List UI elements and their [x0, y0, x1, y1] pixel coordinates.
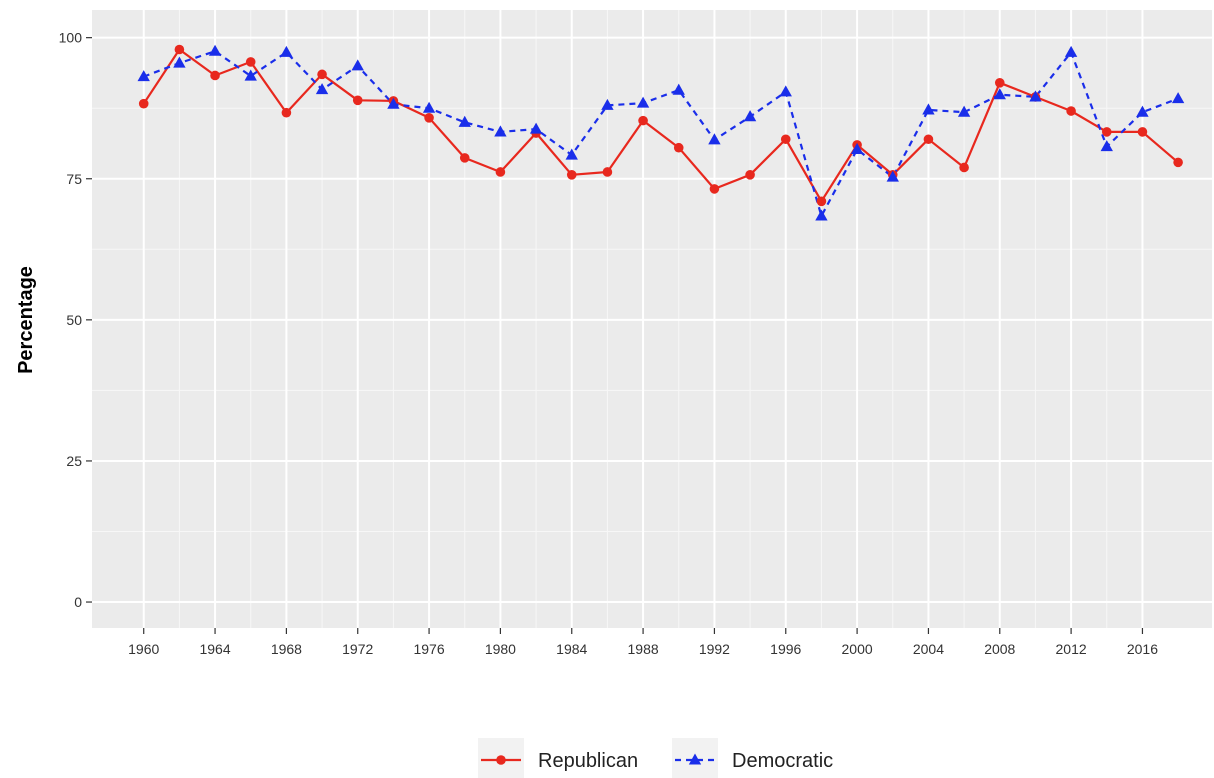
data-point-republican [745, 170, 755, 180]
data-point-democratic [458, 115, 471, 127]
data-point-republican [138, 98, 149, 109]
data-point-republican [495, 167, 506, 177]
data-point-republican [1173, 157, 1183, 168]
x-tick-label: 1980 [485, 641, 516, 657]
data-point-democratic [1100, 140, 1113, 152]
data-point-democratic [137, 70, 150, 82]
x-tick-label: 1988 [628, 641, 659, 657]
x-tick-label: 1976 [413, 641, 444, 657]
data-point-republican [1137, 127, 1148, 137]
data-point-democratic [173, 56, 186, 68]
data-point-republican [959, 162, 969, 173]
data-point-democratic [565, 148, 578, 160]
data-point-republican [1101, 127, 1112, 137]
data-point-democratic [1136, 105, 1149, 117]
x-tick-label: 1964 [199, 641, 230, 657]
y-tick-label: 25 [66, 453, 82, 469]
series-line-republican [142, 48, 1179, 203]
series-points [137, 44, 1185, 221]
y-tick-label: 50 [66, 312, 82, 328]
series-line-democratic [143, 50, 1179, 218]
data-point-democratic [957, 105, 971, 117]
data-point-republican [709, 184, 720, 194]
legend: Republican Democratic [478, 738, 833, 778]
data-point-democratic [922, 103, 935, 115]
data-point-republican [638, 115, 648, 126]
x-tick-label: 1972 [342, 641, 373, 657]
y-tick-label: 100 [59, 30, 83, 46]
data-point-democratic [779, 85, 792, 97]
data-point-republican [352, 95, 363, 106]
x-tick-label: 2016 [1127, 641, 1158, 657]
x-tick-label: 2008 [984, 641, 1015, 657]
data-point-democratic [208, 44, 222, 56]
data-point-democratic [708, 133, 721, 145]
data-point-republican [459, 153, 470, 163]
x-tick-label: 2000 [842, 641, 873, 657]
x-tick-label: 1996 [770, 641, 801, 657]
data-point-republican [673, 142, 684, 153]
data-point-democratic [280, 45, 293, 57]
data-point-democratic [815, 209, 828, 221]
data-point-republican [1066, 106, 1076, 116]
data-point-republican [816, 196, 827, 207]
data-point-democratic [672, 83, 685, 95]
data-point-republican [780, 134, 791, 145]
data-point-democratic [1064, 45, 1078, 57]
y-tick-label: 75 [66, 171, 82, 187]
data-point-republican [923, 134, 934, 145]
data-point-democratic [850, 142, 864, 154]
data-point-republican [245, 57, 256, 67]
data-point-democratic [244, 69, 257, 81]
y-tick-label: 0 [74, 594, 82, 610]
axes: 0 25 50 75 100 1960 1964 1968 1972 1976 1980 1984 19… [59, 30, 1159, 657]
x-tick-label: 1984 [556, 641, 587, 657]
data-point-democratic [601, 98, 614, 110]
data-point-republican [994, 78, 1005, 88]
data-point-democratic [993, 88, 1006, 100]
data-point-democratic [636, 96, 650, 108]
data-point-democratic [422, 101, 436, 113]
legend-label-republican: Republican [538, 750, 638, 772]
data-point-democratic [1171, 92, 1185, 104]
x-tick-label: 1968 [271, 641, 302, 657]
legend-key-marker-democratic [688, 753, 702, 765]
data-point-democratic [886, 170, 899, 182]
data-point-republican [424, 112, 434, 123]
legend-key-marker-republican [496, 755, 506, 765]
x-tick-label: 1960 [128, 641, 159, 657]
data-point-democratic [387, 97, 400, 109]
data-point-democratic [351, 59, 364, 71]
data-point-republican [566, 170, 577, 180]
data-point-democratic [743, 110, 757, 122]
data-point-democratic [315, 83, 329, 95]
data-point-democratic [1029, 90, 1042, 102]
x-tick-label: 2012 [1056, 641, 1087, 657]
data-point-republican [210, 70, 220, 81]
legend-label-democratic: Democratic [732, 750, 833, 772]
data-point-republican [602, 167, 613, 177]
y-axis-title: Percentage [15, 266, 37, 374]
data-point-democratic [529, 122, 543, 134]
x-tick-label: 1992 [699, 641, 730, 657]
data-point-republican [174, 44, 185, 55]
data-point-republican [281, 107, 292, 118]
data-point-democratic [494, 125, 507, 137]
grid-lines [92, 10, 1212, 628]
data-point-republican [317, 69, 327, 80]
x-tick-label: 2004 [913, 641, 944, 657]
series-lines [142, 48, 1179, 218]
